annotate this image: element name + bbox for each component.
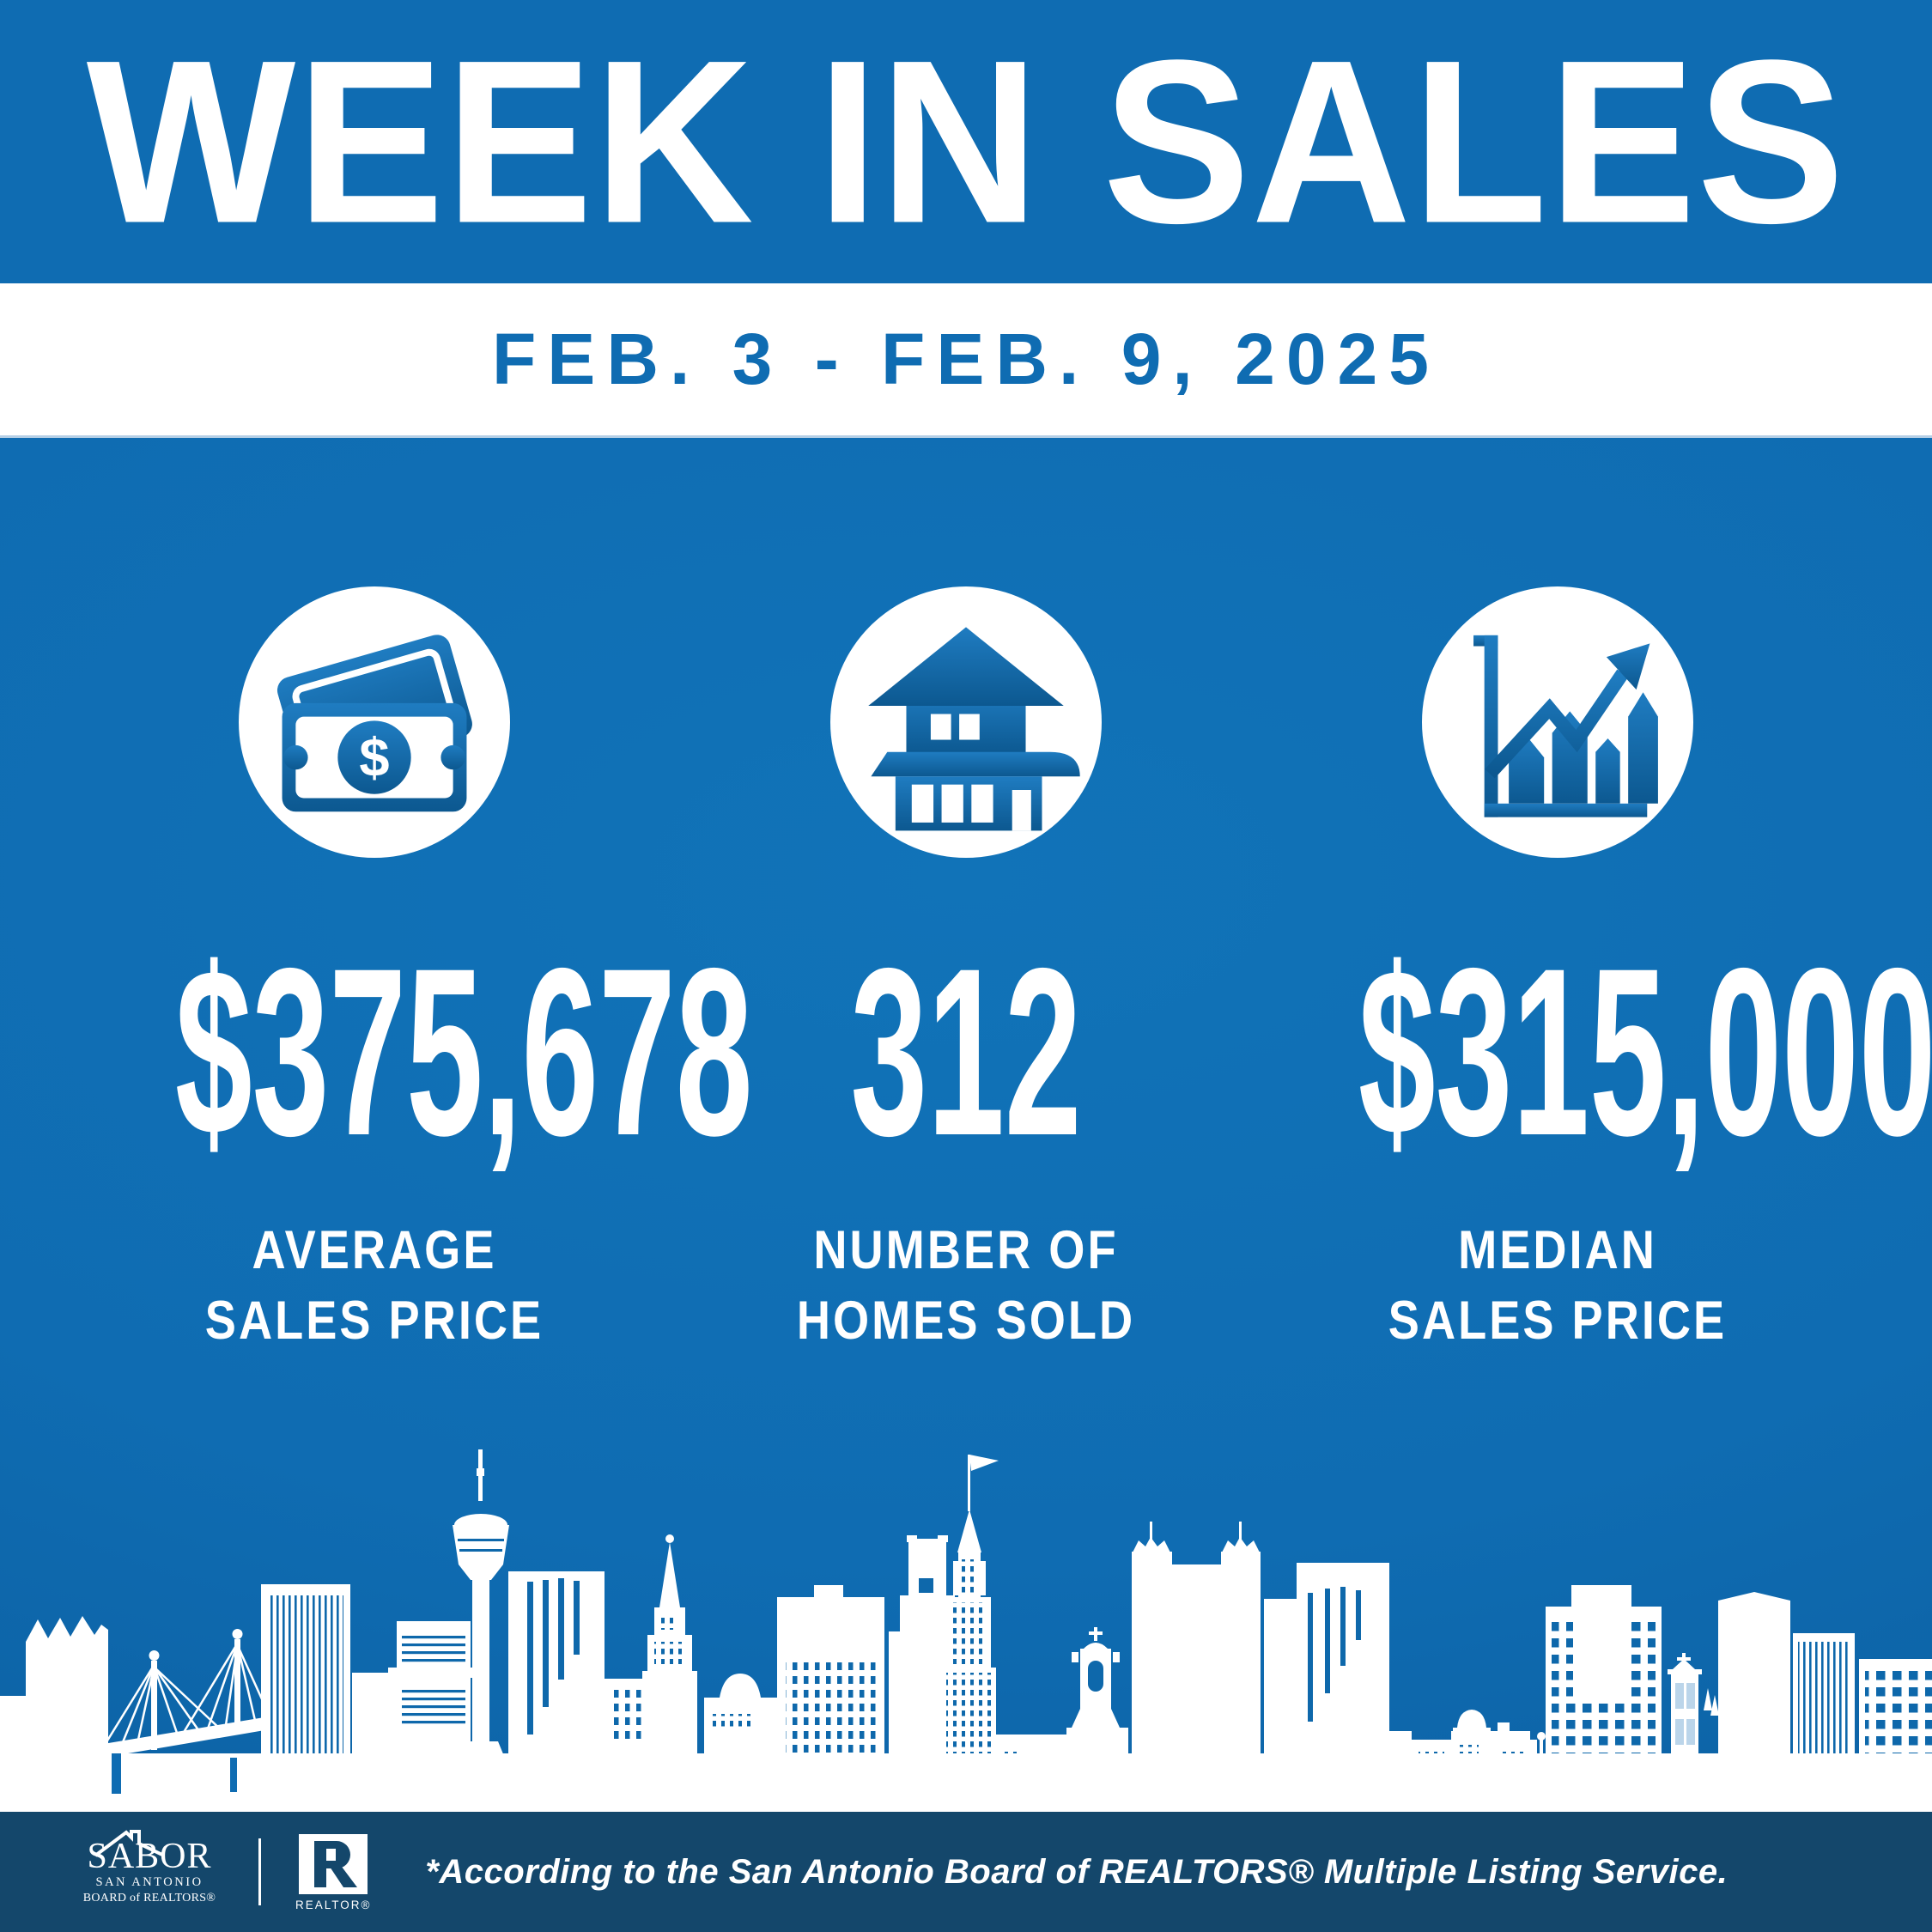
homes-sold-label: NUMBER OF HOMES SOLD — [796, 1220, 1136, 1351]
san-antonio-skyline-illustration — [0, 1449, 1932, 1812]
median-sales-price-label: MEDIAN SALES PRICE — [1388, 1220, 1728, 1351]
stat-median-sales-price: $315,000 MEDIAN SALES PRICE — [1214, 438, 1932, 1812]
disclaimer-text: *According to the San Antonio Board of R… — [425, 1852, 1728, 1891]
main-stats-area: $ $375,678 AVERAGE SALES PRICE — [0, 438, 1932, 1812]
sabor-roof-icon — [94, 1829, 165, 1857]
average-sales-price-label: AVERAGE SALES PRICE — [204, 1220, 544, 1351]
sales-trend-chart-icon — [1422, 586, 1693, 858]
stat-number-of-homes-sold: 312 NUMBER OF HOMES SOLD — [623, 438, 1309, 1812]
money-bills-icon: $ — [239, 586, 510, 858]
median-sales-price-value: $315,000 — [1358, 918, 1932, 1185]
sabor-line1: SAN ANTONIO — [95, 1874, 204, 1889]
date-range: FEB. 3 - FEB. 9, 2025 — [492, 319, 1440, 399]
realtor-r-icon — [299, 1834, 368, 1894]
sabor-logo: SABOR SAN ANTONIO BOARD of REALTORS® — [73, 1829, 226, 1905]
realtor-logo: REALTOR® — [295, 1834, 371, 1911]
logo-divider — [258, 1838, 261, 1905]
sabor-line2: BOARD of REALTORS® — [82, 1891, 216, 1905]
bridge — [103, 1642, 273, 1746]
footer-bar: SABOR SAN ANTONIO BOARD of REALTORS® REA… — [0, 1812, 1932, 1932]
page-title: WEEK IN SALES — [86, 10, 1846, 272]
mission-church — [1066, 1627, 1128, 1812]
average-sales-price-value: $375,678 — [175, 918, 753, 1185]
svg-text:$: $ — [359, 728, 389, 788]
header-band: WEEK IN SALES — [0, 0, 1932, 283]
homes-sold-value: 312 — [850, 918, 1082, 1185]
date-band: FEB. 3 - FEB. 9, 2025 — [0, 283, 1932, 438]
house-icon — [830, 586, 1102, 858]
realtor-caption: REALTOR® — [295, 1899, 372, 1911]
stat-average-sales-price: $ $375,678 AVERAGE SALES PRICE — [31, 438, 753, 1812]
